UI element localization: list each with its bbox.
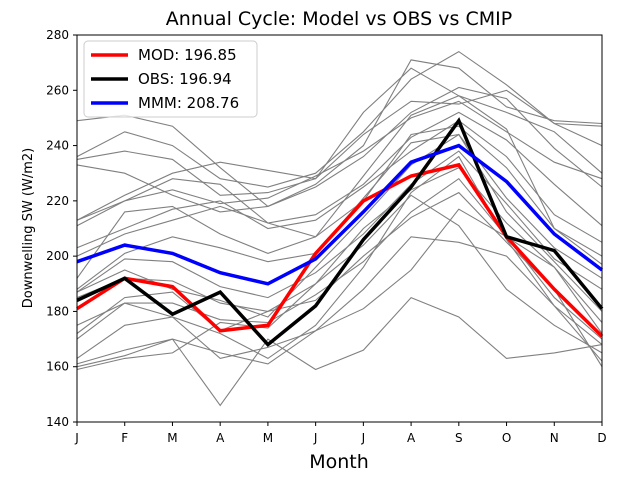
- y-tick-label: 140: [46, 415, 69, 429]
- x-tick-label: N: [550, 431, 559, 445]
- ensemble-member-line-5: [76, 89, 603, 221]
- ensemble-member-line-21: [76, 194, 603, 371]
- legend-label-mmm: MMM: 208.76: [138, 94, 239, 112]
- x-tick-label: J: [361, 431, 366, 445]
- x-tick-label: S: [455, 431, 463, 445]
- ensemble-member-line-12: [76, 150, 603, 299]
- legend: MOD: 196.85 OBS: 196.94 MMM: 208.76: [83, 40, 258, 118]
- x-tick-label: M: [263, 431, 273, 445]
- x-tick-label: A: [216, 431, 225, 445]
- ensemble-member-line-1: [76, 59, 603, 208]
- ensemble-member-line-3: [76, 67, 603, 196]
- y-tick-label: 260: [46, 83, 69, 97]
- legend-box: [83, 40, 258, 118]
- x-tick-label: M: [167, 431, 177, 445]
- y-axis-label: Downwelling SW (W/m2): [21, 148, 36, 308]
- x-tick-label: J: [74, 431, 79, 445]
- highlighted-series-lines: [76, 117, 604, 348]
- y-tick-label: 240: [46, 139, 69, 153]
- ensemble-member-line-17: [76, 155, 603, 360]
- y-tick-label: 280: [46, 28, 69, 42]
- mmm-series-line: [76, 143, 604, 286]
- legend-label-mod: MOD: 196.85: [138, 46, 237, 64]
- ensemble-member-line-6: [76, 100, 603, 221]
- ensemble-member-line-8: [76, 120, 603, 249]
- plot-frame: [76, 34, 603, 423]
- y-axis: 140 160 180 200 220 240 260 280: [46, 28, 77, 429]
- ensemble-member-line-7: [76, 111, 603, 227]
- x-tick-label: D: [597, 431, 606, 445]
- cmip-ensemble-lines: [76, 50, 603, 407]
- ensemble-member-line-10: [76, 125, 603, 279]
- x-tick-label: A: [407, 431, 416, 445]
- mod-series-line: [76, 162, 604, 338]
- x-axis-label: Month: [309, 451, 369, 473]
- x-tick-label: J: [313, 431, 318, 445]
- x-tick-label: O: [502, 431, 511, 445]
- y-tick-label: 220: [46, 194, 69, 208]
- ensemble-member-line-20: [76, 296, 603, 407]
- chart-title: Annual Cycle: Model vs OBS vs CMIP: [166, 8, 512, 30]
- x-tick-label: F: [121, 431, 128, 445]
- obs-series-line: [76, 117, 604, 348]
- ensemble-member-line-19: [76, 208, 603, 365]
- y-tick-label: 160: [46, 360, 69, 374]
- ensemble-member-line-9: [76, 95, 603, 257]
- ensemble-member-line-14: [76, 167, 603, 334]
- y-tick-label: 180: [46, 304, 69, 318]
- ensemble-member-line-18: [76, 236, 603, 362]
- ensemble-member-line-2: [76, 50, 603, 188]
- legend-label-obs: OBS: 196.94: [138, 70, 232, 88]
- y-tick-label: 200: [46, 249, 69, 263]
